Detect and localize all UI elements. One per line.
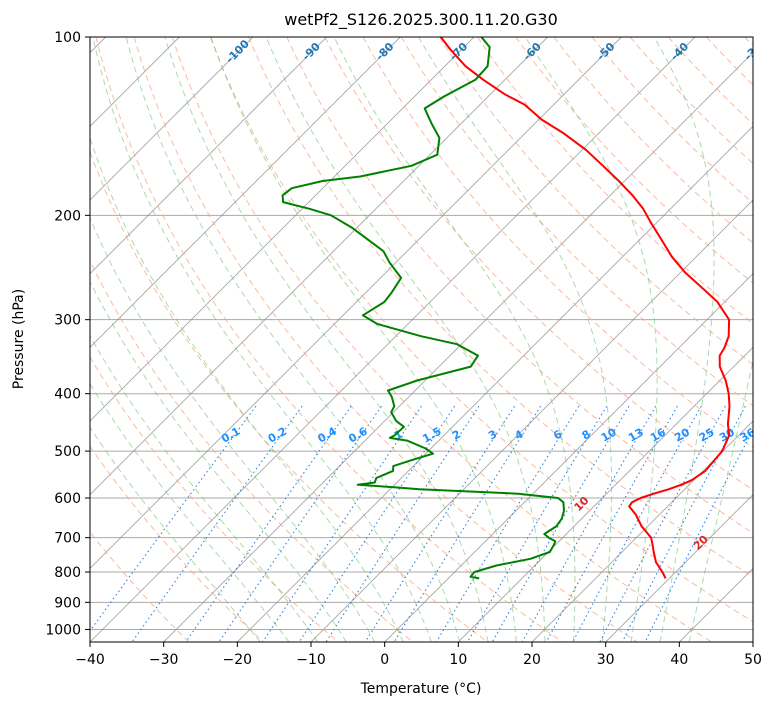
background-lines	[90, 37, 753, 642]
mixing-ratio-line	[491, 405, 630, 642]
mixing-ratio-line	[435, 405, 580, 642]
x-tick-label: 30	[597, 652, 615, 668]
moist-adiabat-line	[653, 37, 715, 642]
moist-adiabat-line	[92, 37, 432, 642]
isotherm-line	[605, 494, 753, 642]
isotherm-line	[237, 125, 753, 642]
y-tick-label: 300	[54, 313, 81, 329]
moist-adiabat-line	[688, 358, 753, 642]
dry-adiabat-line	[90, 259, 414, 642]
moist-adiabat-line	[418, 37, 613, 642]
dewpoint-line	[281, 37, 565, 580]
x-tick-label: 10	[449, 652, 467, 668]
moist-adiabat-line	[265, 37, 546, 642]
dry-adiabat-line	[591, 37, 753, 204]
plot-frame	[89, 36, 754, 643]
isotherm-line	[90, 37, 622, 569]
dry-adiabat-line	[90, 356, 339, 642]
y-tick-label: 700	[54, 531, 81, 547]
dry-adiabat-line	[324, 37, 753, 491]
isotherm-line	[163, 52, 753, 642]
moist-adiabat-line	[524, 37, 658, 642]
mixing-ratio-label: 36	[738, 425, 758, 444]
y-tick-label: 500	[54, 444, 81, 460]
isotherm-line	[458, 346, 753, 642]
moist-adiabat-line	[90, 334, 319, 642]
x-tick-label: 0	[380, 652, 389, 668]
mixing-ratio-line	[185, 405, 352, 642]
isotherm-line	[90, 37, 548, 496]
moist-adiabat-line	[90, 216, 376, 642]
y-axis-ticks: 100 200 300 400 500 600 700 800 900 1000	[45, 30, 90, 638]
moist-adiabat-line	[90, 280, 347, 642]
isotherm-line	[90, 37, 475, 422]
dry-adiabat-line	[133, 37, 638, 642]
dry-adiabat-line	[286, 37, 753, 534]
y-tick-label: 900	[54, 595, 81, 611]
isotherm-line	[90, 37, 327, 275]
isotherm-line	[90, 37, 254, 201]
y-tick-label: 600	[54, 491, 81, 507]
isotherm-line	[90, 37, 696, 642]
x-tick-label: −10	[296, 652, 326, 668]
y-tick-label: 100	[54, 30, 81, 46]
dry-adiabat-line	[362, 37, 753, 449]
isotherm-line	[531, 420, 753, 642]
y-axis-label: Pressure (hPa)	[11, 289, 27, 389]
x-axis-label: Temperature (°C)	[360, 681, 482, 697]
dry-adiabat-line	[438, 37, 753, 366]
x-tick-label: −30	[149, 652, 179, 668]
x-tick-label: −40	[75, 652, 105, 668]
mixing-ratio-line	[218, 405, 382, 642]
dry-adiabat-line	[90, 445, 264, 642]
x-tick-label: 50	[744, 652, 762, 668]
mixing-ratio-line	[521, 405, 657, 642]
y-tick-label: 1000	[45, 622, 81, 638]
x-tick-label: 40	[670, 652, 688, 668]
moist-adiabat-line	[164, 37, 489, 642]
y-tick-label: 800	[54, 565, 81, 581]
moist-adiabat-line	[90, 382, 290, 642]
dry-adiabat-line	[210, 37, 753, 623]
mixing-ratio-line	[325, 405, 480, 642]
sounding-series	[281, 37, 731, 580]
isotherm-line	[384, 273, 753, 642]
isotherm-label: -30	[742, 40, 765, 63]
dry-adiabat-line	[553, 37, 753, 244]
mixing-ratio-line	[545, 405, 678, 642]
moist-adiabat-line	[90, 136, 404, 642]
dry-adiabat-line	[95, 37, 563, 642]
mixing-ratio-line	[467, 405, 608, 642]
moist-adiabat-line	[90, 426, 261, 642]
y-tick-label: 200	[54, 208, 81, 224]
moist-adiabat-line	[210, 37, 517, 642]
x-axis-ticks: −40 −30 −20 −10 0 10 20 30 40 50	[75, 642, 762, 668]
x-tick-label: −20	[223, 652, 253, 668]
dry-adiabat-line	[248, 37, 753, 578]
y-tick-label: 400	[54, 387, 81, 403]
x-tick-label: 20	[523, 652, 541, 668]
dry-adiabat-line	[400, 37, 753, 407]
temperature-line	[440, 37, 731, 579]
mixing-ratio-line	[572, 405, 702, 642]
chart-title: wetPf2_S126.2025.300.11.20.G30	[284, 10, 558, 30]
dry-adiabat-line	[171, 37, 712, 642]
mixing-ratio-line	[364, 405, 515, 642]
mixing-ratio-line	[644, 428, 753, 642]
isotherm-line	[90, 37, 401, 348]
moist-adiabat-line	[333, 37, 576, 642]
